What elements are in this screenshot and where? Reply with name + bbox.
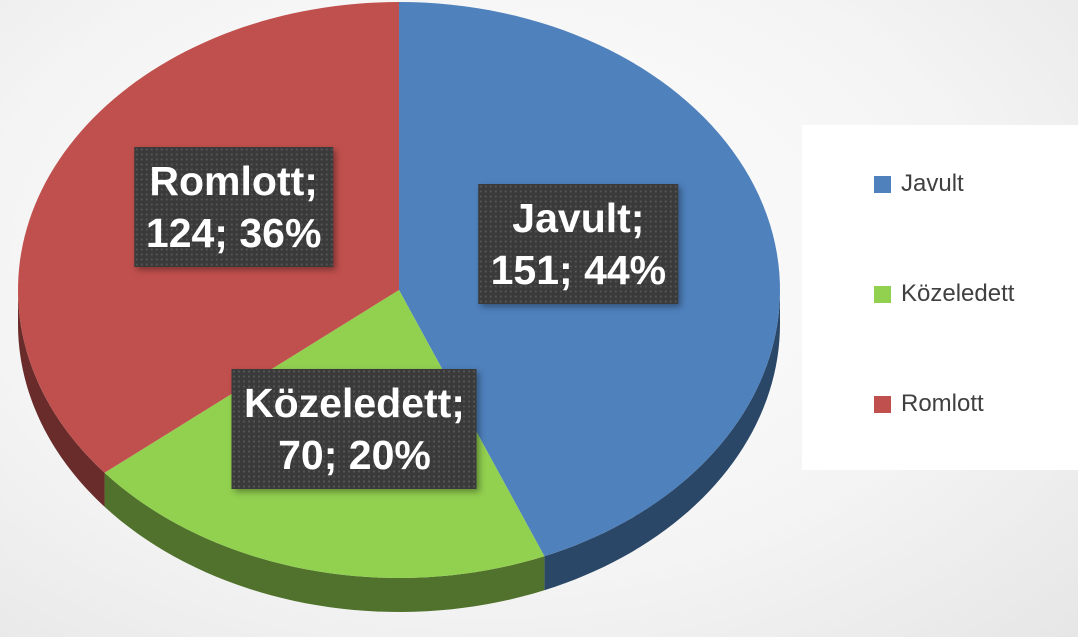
slice-side: [18, 290, 105, 507]
legend: Javult Közeledett Romlott: [802, 125, 1078, 470]
slice-side: [544, 290, 780, 591]
legend-swatch: [874, 285, 891, 303]
legend-item: Közeledett: [874, 280, 1014, 308]
data-label: Javult; 151; 44%: [478, 184, 679, 305]
legend-label: Romlott: [901, 390, 984, 417]
legend-swatch: [874, 395, 891, 413]
legend-item: Javult: [874, 170, 964, 198]
legend-item: Romlott: [874, 390, 984, 418]
slice-side: [104, 472, 545, 612]
pie-area: [18, 2, 780, 612]
legend-label: Javult: [901, 170, 964, 197]
legend-label: Közeledett: [901, 280, 1015, 307]
legend-swatch: [874, 175, 891, 193]
data-label: Közeledett; 70; 20%: [232, 368, 477, 489]
data-label: Romlott; 124; 36%: [133, 147, 334, 268]
